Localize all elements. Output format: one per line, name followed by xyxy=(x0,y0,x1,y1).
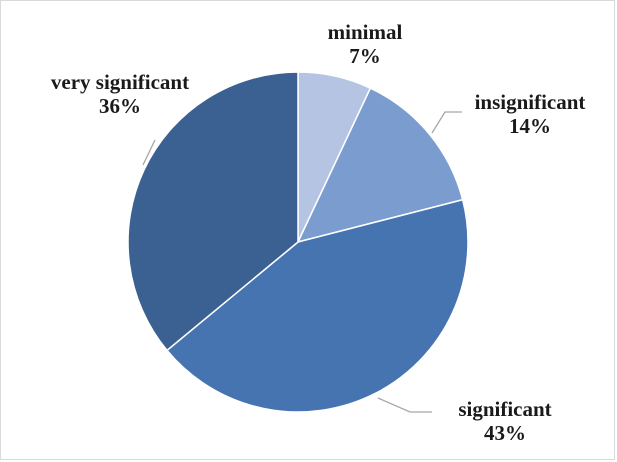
leader-lines xyxy=(142,111,462,413)
slice-name-minimal: minimal xyxy=(327,20,403,44)
slice-label-significant: significant 43% xyxy=(430,397,580,445)
leader-line-significant xyxy=(377,397,432,413)
slice-label-insignificant: insignificant 14% xyxy=(455,90,605,138)
slice-percent-very-significant: 36% xyxy=(99,94,141,118)
leader-line-insignificant xyxy=(431,111,462,134)
pie-slice-very-significant xyxy=(127,71,299,352)
pie-slices xyxy=(127,71,469,413)
slice-label-very-significant: very significant 36% xyxy=(45,70,195,118)
slice-name-significant: significant xyxy=(458,397,552,421)
pie-slice-insignificant xyxy=(296,87,464,244)
slice-name-very-significant: very significant xyxy=(50,70,190,94)
slice-percent-minimal: 7% xyxy=(349,44,381,68)
leader-line-very-significant xyxy=(142,139,156,166)
pie-slice-significant xyxy=(165,198,469,413)
slice-label-minimal: minimal 7% xyxy=(310,20,420,68)
slice-percent-insignificant: 14% xyxy=(509,114,551,138)
slice-percent-significant: 43% xyxy=(484,421,526,445)
slice-name-insignificant: insignificant xyxy=(474,90,586,114)
